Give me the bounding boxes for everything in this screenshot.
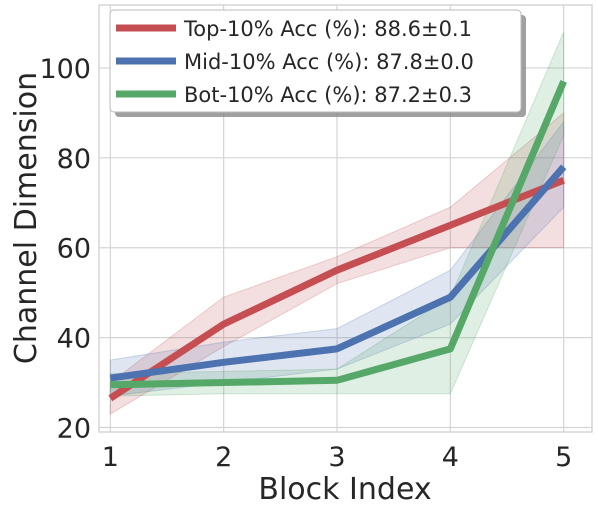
series-line: [110, 80, 567, 389]
x-tick-label: 3: [328, 442, 345, 473]
x-tick-label: 5: [555, 442, 572, 473]
legend-label: Mid-10% Acc (%): 87.8±0.0: [184, 50, 474, 74]
x-tick-label: 1: [102, 442, 119, 473]
x-tick-labels: 1 2 3 4 5: [102, 442, 573, 473]
series-lines: [108, 80, 567, 402]
y-tick-label: 40: [57, 324, 91, 355]
y-tick-labels: 20 40 60 80 100: [39, 54, 91, 445]
series-line: [108, 177, 565, 402]
y-tick-label: 100: [39, 54, 91, 85]
legend-label: Bot-10% Acc (%): 87.2±0.3: [184, 83, 472, 107]
legend-label: Top-10% Acc (%): 88.6±0.1: [183, 17, 472, 41]
series-band: [109, 31, 565, 397]
y-tick-label: 20: [57, 414, 91, 445]
x-axis-title: Block Index: [258, 472, 431, 507]
legend-box: [109, 9, 522, 113]
legend-entries: Top-10% Acc (%): 88.6±0.1 Mid-10% Acc (%)…: [116, 17, 474, 107]
legend: Top-10% Acc (%): 88.6±0.1 Mid-10% Acc (%)…: [109, 9, 526, 117]
x-tick-label: 2: [215, 442, 232, 473]
x-tick-label: 4: [442, 442, 459, 473]
y-tick-label: 80: [57, 144, 91, 175]
y-tick-label: 60: [57, 234, 91, 265]
y-axis-title: Channel Dimension: [9, 72, 44, 364]
